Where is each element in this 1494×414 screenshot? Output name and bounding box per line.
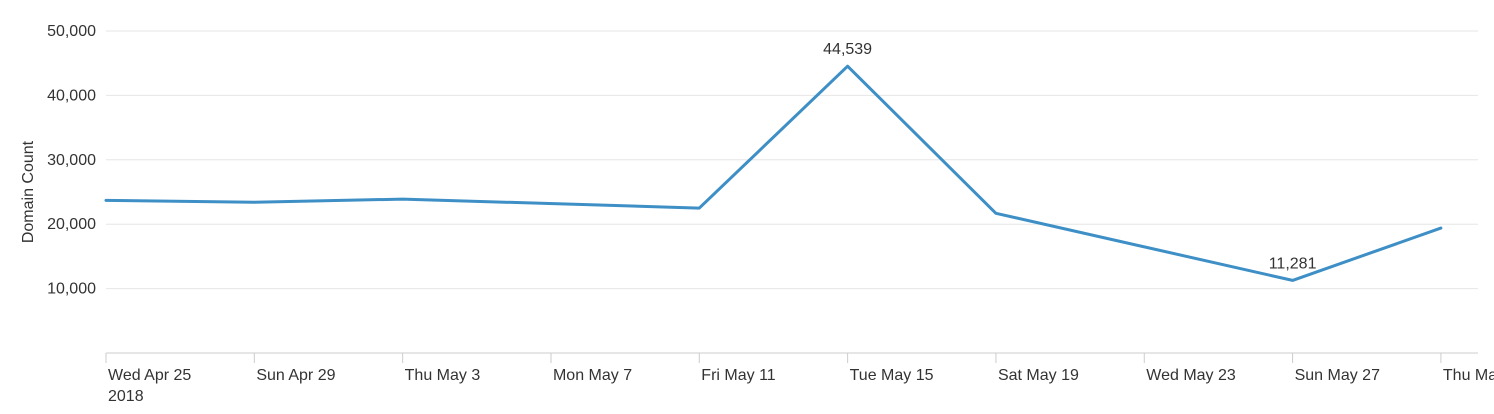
x-tick-label: Sun May 27 bbox=[1295, 367, 1380, 384]
data-labels: 44,539 11,281 bbox=[823, 41, 1316, 272]
x-tick-label: Mon May 7 bbox=[553, 367, 632, 384]
y-tick-label: 20,000 bbox=[47, 216, 96, 233]
gridlines bbox=[106, 30, 1478, 290]
y-axis-tick-labels: 10,000 20,000 30,000 40,000 50,000 bbox=[47, 23, 96, 298]
x-tick-label: Tue May 15 bbox=[850, 367, 934, 384]
y-tick-label: 40,000 bbox=[47, 87, 96, 104]
x-tick-label: Thu May 31 bbox=[1443, 367, 1494, 384]
data-label: 44,539 bbox=[823, 41, 872, 58]
data-label: 11,281 bbox=[1269, 255, 1317, 272]
x-tick-label: Sun Apr 29 bbox=[256, 367, 335, 384]
x-axis-ticks bbox=[105, 353, 1442, 363]
x-axis-tick-labels: Wed Apr 25 2018 Sun Apr 29 Thu May 3 Mon May… bbox=[108, 367, 1494, 405]
y-tick-label: 10,000 bbox=[47, 281, 96, 298]
x-tick-label: Thu May 3 bbox=[405, 367, 481, 384]
series-line bbox=[104, 64, 1443, 282]
x-tick-label: Wed Apr 25 bbox=[108, 367, 191, 384]
x-tick-label: Fri May 11 bbox=[701, 367, 775, 384]
x-tick-label: Sat May 19 bbox=[998, 367, 1079, 384]
y-tick-label: 30,000 bbox=[47, 152, 96, 169]
y-axis-title: Domain Count bbox=[20, 140, 37, 243]
y-tick-label: 50,000 bbox=[47, 23, 96, 40]
x-tick-label: Wed May 23 bbox=[1146, 367, 1236, 384]
x-tick-sublabel: 2018 bbox=[108, 388, 144, 405]
